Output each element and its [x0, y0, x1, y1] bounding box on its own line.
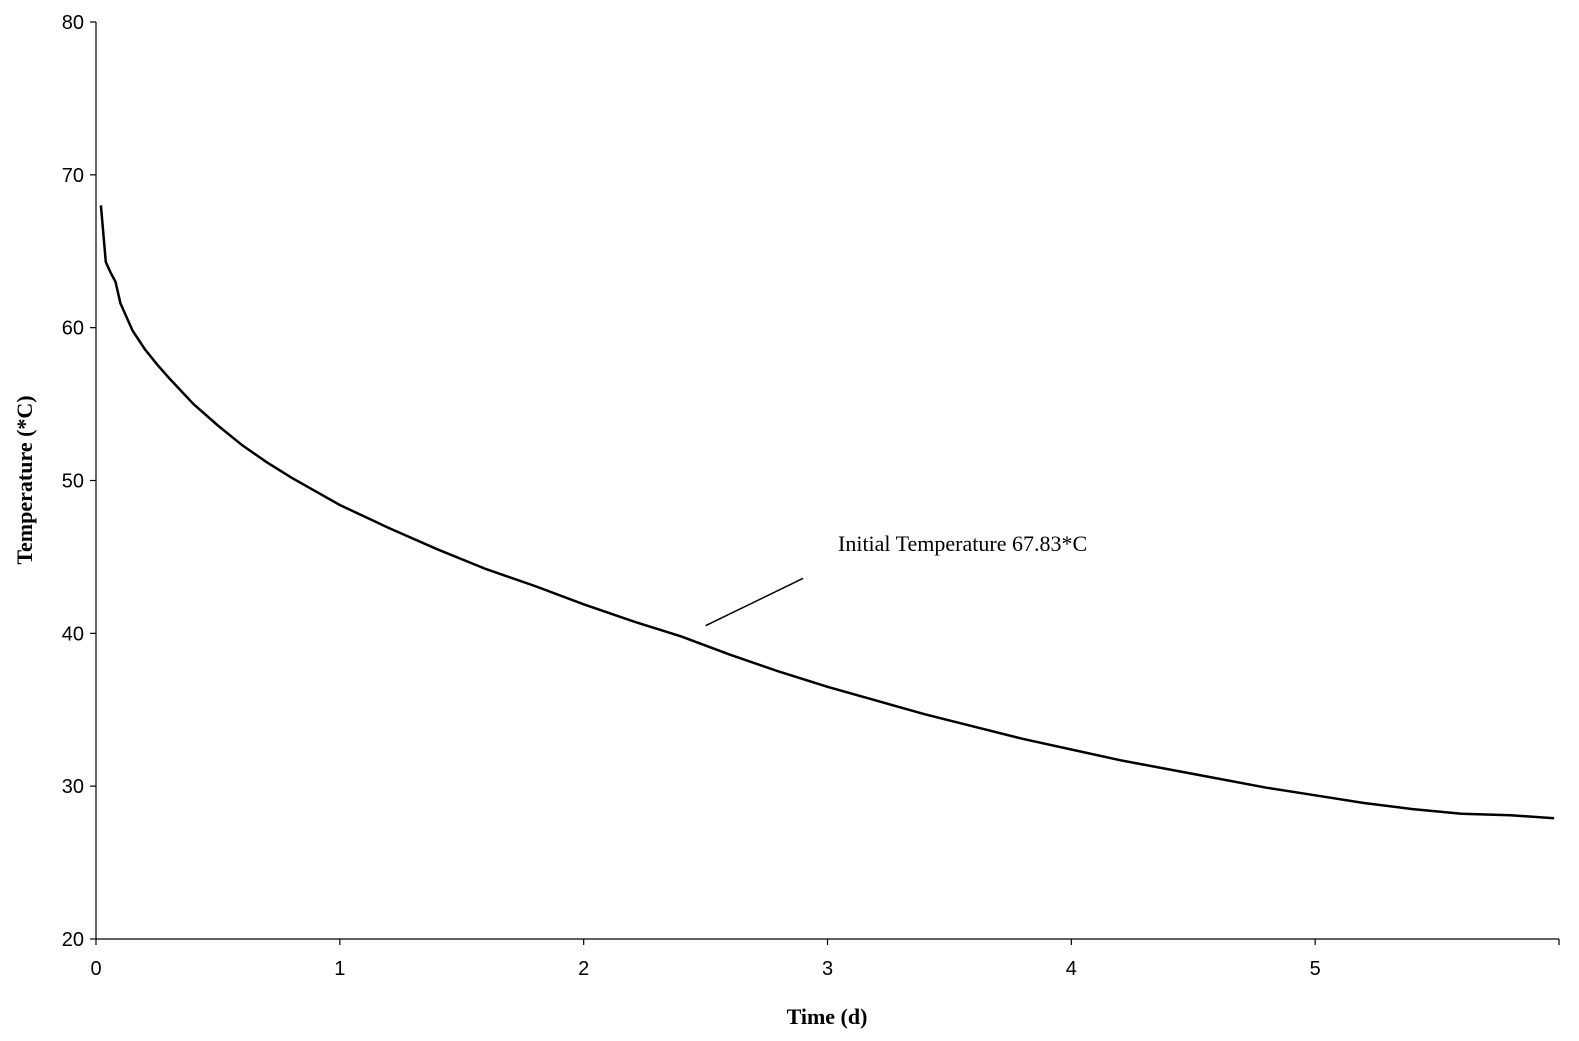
y-tick-label: 40 — [62, 623, 84, 645]
y-axis-title: Temperature (*C) — [12, 395, 37, 564]
y-tick-label: 70 — [62, 165, 84, 187]
x-tick-label: 3 — [822, 958, 833, 980]
y-tick-label: 30 — [62, 776, 84, 798]
temperature-series-line — [99, 205, 1555, 820]
y-tick-label: 80 — [62, 12, 84, 34]
x-axis-title: Time (d) — [787, 1004, 868, 1029]
x-tick-label: 5 — [1310, 958, 1321, 980]
x-tick-label: 0 — [90, 958, 101, 980]
x-axis-ticks: 0 1 2 3 4 5 — [90, 939, 1560, 980]
axes — [95, 22, 1559, 940]
y-tick-label: 20 — [62, 929, 84, 951]
annotation-pointer-line — [705, 577, 804, 627]
x-tick-label: 1 — [334, 958, 345, 980]
y-axis-ticks: 20 30 40 50 60 70 80 — [62, 12, 96, 951]
y-tick-label: 50 — [62, 471, 84, 493]
x-tick-label: 2 — [578, 958, 589, 980]
x-tick-label: 4 — [1066, 958, 1077, 980]
annotation-label: Initial Temperature 67.83*C — [838, 531, 1087, 556]
y-tick-label: 60 — [62, 318, 84, 340]
